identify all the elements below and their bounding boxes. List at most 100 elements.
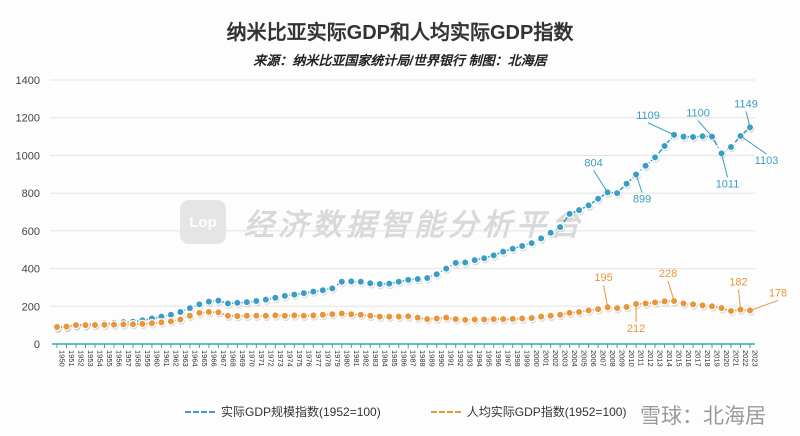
data-point-gdp: [726, 142, 736, 152]
x-tick-label: 1972: [266, 350, 275, 367]
data-point-per-capita: [375, 312, 384, 321]
x-tick-label: 1952: [76, 350, 85, 367]
x-tick-label: 1980: [342, 350, 351, 367]
data-point-gdp: [385, 279, 394, 288]
x-tick-label: 1967: [219, 350, 228, 367]
data-point-per-capita: [81, 320, 90, 330]
data-point-gdp: [574, 205, 584, 215]
x-tick-label: 2019: [713, 350, 722, 367]
data-point-per-capita: [176, 315, 185, 324]
data-point-gdp: [204, 297, 214, 306]
data-point-gdp: [603, 188, 612, 197]
data-point-per-capita: [565, 308, 574, 318]
x-tick-label: 1957: [124, 350, 133, 367]
data-point-gdp: [242, 297, 252, 307]
data-point-per-capita: [280, 311, 290, 320]
x-tick-label: 1979: [333, 350, 342, 367]
x-tick-label: 2017: [694, 350, 703, 367]
y-tick-label: 800: [22, 188, 40, 200]
data-point-per-capita: [62, 322, 71, 331]
y-tick-label: 600: [22, 226, 40, 238]
data-point-per-capita: [214, 308, 223, 317]
x-tick-label: 1991: [447, 350, 456, 367]
x-tick-label: 1971: [257, 350, 266, 367]
data-point-per-capita: [318, 310, 328, 319]
data-point-per-capita: [479, 315, 489, 324]
legend-item-per-capita: 人均实际GDP指数(1952=100): [430, 403, 626, 420]
x-tick-label: 1964: [190, 350, 199, 367]
x-tick-label: 1958: [133, 350, 142, 367]
watermark-logo: Lop: [180, 200, 226, 244]
data-point-per-capita: [385, 312, 394, 321]
x-tick-label: 1961: [162, 350, 171, 367]
data-point-gdp: [517, 241, 527, 251]
y-tick-label: 0: [34, 339, 40, 351]
x-tick-label: 1993: [466, 350, 475, 367]
data-point-per-capita: [498, 314, 508, 324]
x-tick-label: 1994: [475, 350, 484, 367]
data-point-gdp: [328, 284, 337, 293]
data-point-per-capita: [641, 299, 650, 308]
data-point-gdp: [679, 132, 688, 141]
x-tick-label: 1985: [390, 350, 399, 367]
annotation-label: 899: [633, 193, 651, 205]
data-point-gdp: [565, 209, 574, 219]
annotation-label: 212: [627, 323, 645, 335]
x-tick-label: 1962: [171, 350, 180, 367]
annotation-arrow: [603, 285, 609, 308]
data-point-gdp: [195, 300, 204, 309]
x-tick-label: 2023: [751, 350, 760, 367]
data-point-per-capita: [90, 320, 100, 330]
data-point-gdp: [508, 244, 517, 253]
data-point-per-capita: [261, 311, 271, 320]
data-point-per-capita: [527, 313, 536, 323]
x-tick-label: 2022: [741, 350, 750, 367]
x-tick-label: 1968: [228, 350, 237, 367]
x-tick-label: 1951: [67, 350, 76, 367]
data-point-per-capita: [204, 307, 214, 317]
x-tick-label: 1999: [523, 350, 532, 367]
x-tick-label: 1976: [304, 350, 313, 367]
x-tick-label: 2006: [589, 350, 598, 367]
x-tick-label: 2014: [665, 350, 674, 367]
data-point-gdp: [527, 238, 536, 248]
x-tick-label: 1975: [295, 350, 304, 367]
data-point-per-capita: [166, 317, 176, 326]
data-point-per-capita: [290, 311, 299, 320]
data-point-per-capita: [442, 313, 451, 322]
data-point-gdp: [261, 295, 271, 304]
x-tick-label: 1977: [314, 350, 323, 367]
data-point-gdp: [347, 277, 356, 286]
y-tick-label: 1400: [16, 75, 40, 87]
data-point-per-capita: [536, 312, 546, 321]
data-point-per-capita: [698, 301, 707, 310]
data-point-per-capita: [195, 308, 204, 318]
data-point-gdp: [479, 254, 489, 263]
x-tick-label: 1998: [513, 350, 522, 367]
data-point-gdp: [461, 258, 470, 267]
x-tick-label: 1992: [456, 350, 465, 367]
annotation-arrow: [647, 122, 675, 136]
data-point-gdp: [660, 141, 669, 151]
x-tick-label: 1973: [276, 350, 285, 367]
data-point-gdp: [489, 251, 498, 260]
data-point-gdp: [252, 296, 261, 306]
data-point-gdp: [404, 275, 413, 285]
x-tick-label: 1984: [380, 350, 389, 367]
x-tick-label: 1974: [285, 350, 294, 367]
data-point-per-capita: [717, 303, 726, 313]
annotation-arrow: [667, 280, 675, 302]
data-point-per-capita: [432, 314, 441, 323]
annotation-arrow: [697, 120, 713, 137]
annotation-label: 195: [594, 272, 612, 284]
x-tick-label: 1990: [437, 350, 446, 367]
data-point-per-capita: [470, 315, 479, 324]
data-point-per-capita: [726, 306, 736, 316]
data-point-gdp: [423, 273, 432, 283]
data-point-gdp: [176, 307, 185, 317]
x-tick-label: 1960: [152, 350, 161, 367]
x-tick-label: 1983: [371, 350, 380, 367]
data-point-gdp: [555, 222, 565, 232]
data-point-per-capita: [299, 311, 309, 320]
x-tick-label: 2001: [542, 350, 551, 367]
